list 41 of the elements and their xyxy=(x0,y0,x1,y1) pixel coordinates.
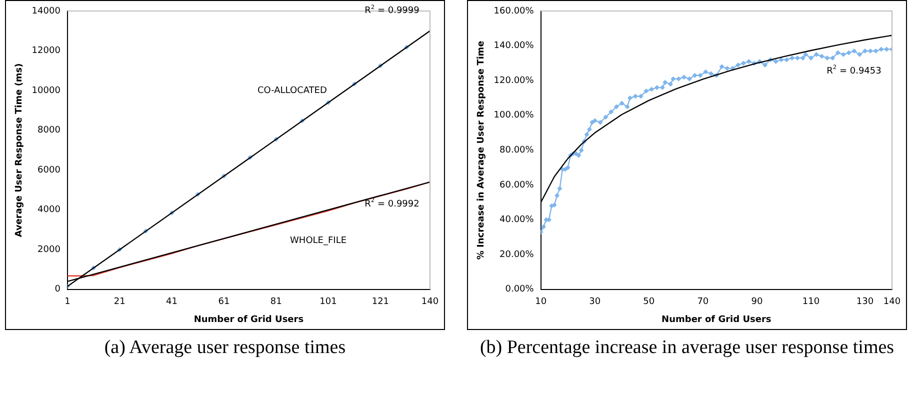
y-tick-label: 100.00% xyxy=(494,110,534,121)
series-label: CO-ALLOCATED xyxy=(257,86,327,96)
y-tick-label: 40.00% xyxy=(500,215,534,226)
x-tick-label: 90 xyxy=(751,297,763,308)
y-tick-label: 12000 xyxy=(32,46,61,56)
x-tick-label: 30 xyxy=(589,297,601,308)
x-tick-label: 81 xyxy=(270,297,282,308)
x-tick-label: 21 xyxy=(114,297,126,308)
x-tick-label: 10 xyxy=(535,297,547,308)
x-tick-label: 41 xyxy=(166,297,178,308)
x-tick-label: 140 xyxy=(883,297,901,308)
y-axis-title: % Increase in Average User Response Time xyxy=(476,40,487,260)
y-tick-label: 6000 xyxy=(38,165,61,176)
y-tick-label: 20.00% xyxy=(500,250,534,260)
x-tick-label: 61 xyxy=(218,297,230,308)
y-tick-label: 8000 xyxy=(38,126,61,136)
y-tick-label: 160.00% xyxy=(494,6,534,16)
y-tick-label: 80.00% xyxy=(500,146,534,156)
y-tick-label: 120.00% xyxy=(494,76,534,86)
x-tick-label: 140 xyxy=(421,297,439,308)
y-tick-label: 2000 xyxy=(38,244,61,255)
x-tick-label: 70 xyxy=(697,297,709,308)
text: (a) Average user response times xyxy=(103,336,347,360)
x-tick-label: 1 xyxy=(64,297,70,308)
x-tick-label: 130 xyxy=(856,297,874,308)
x-tick-label: 50 xyxy=(643,297,655,308)
x-tick-label: 110 xyxy=(802,297,820,308)
y-tick-label: 0 xyxy=(54,284,61,295)
y-tick-label: 140.00% xyxy=(494,41,534,52)
y-axis-title: Average User Response Time (ms) xyxy=(14,63,25,238)
y-tick-label: 0.00% xyxy=(505,284,534,295)
x-tick-label: 121 xyxy=(372,297,390,308)
y-tick-label: 10000 xyxy=(32,86,61,96)
x-axis-title: Number of Grid Users xyxy=(194,314,304,325)
series-label: WHOLE_FILE xyxy=(290,236,347,246)
y-tick-label: 4000 xyxy=(38,205,61,216)
x-tick-label: 101 xyxy=(320,297,337,308)
y-tick-label: 14000 xyxy=(32,6,61,16)
y-tick-label: 60.00% xyxy=(500,180,534,190)
text: (b) Percentage increase in average user response times xyxy=(478,336,896,360)
x-axis-title: Number of Grid Users xyxy=(662,314,772,325)
